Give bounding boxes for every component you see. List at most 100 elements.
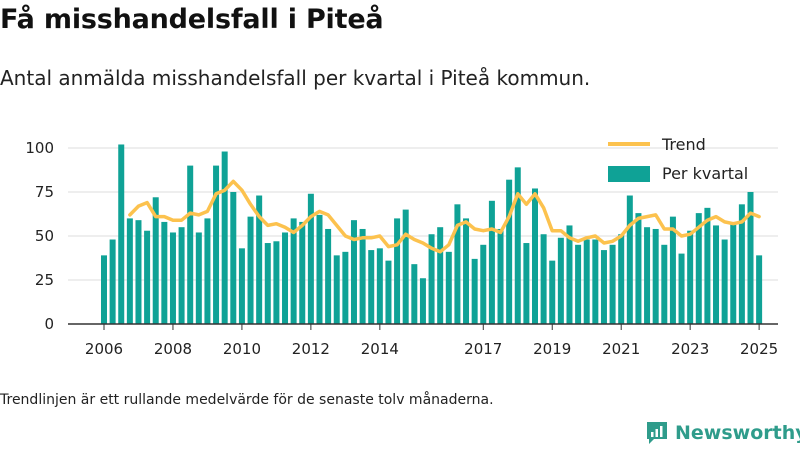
bar xyxy=(195,232,202,324)
bar xyxy=(600,250,607,324)
bar xyxy=(463,218,470,324)
bar xyxy=(678,253,685,324)
bar xyxy=(316,214,323,324)
bar xyxy=(713,225,720,324)
bar xyxy=(178,227,185,324)
x-tick-label: 2025 xyxy=(740,340,778,358)
chart-title: Få misshandelsfall i Piteå xyxy=(0,4,384,35)
bar xyxy=(471,258,478,324)
x-tick-label: 2008 xyxy=(154,340,192,358)
bar xyxy=(652,228,659,324)
bar xyxy=(290,218,297,324)
footnote: Trendlinjen är ett rullande medelvärde f… xyxy=(0,392,494,408)
bar xyxy=(669,216,676,324)
x-tick-label: 2014 xyxy=(361,340,399,358)
bar xyxy=(704,207,711,324)
bar xyxy=(101,255,107,324)
newsworthy-logo-icon xyxy=(647,422,667,444)
bar xyxy=(247,216,254,324)
bar xyxy=(488,200,495,324)
bar xyxy=(282,232,289,324)
bar xyxy=(523,243,530,324)
bar xyxy=(644,227,651,324)
y-tick-label: 25 xyxy=(35,271,54,289)
bar xyxy=(256,195,263,324)
bar xyxy=(506,179,513,324)
trend-series xyxy=(128,179,761,254)
legend-bar-label: Per kvartal xyxy=(662,164,748,183)
bar xyxy=(213,165,220,324)
bar xyxy=(549,260,556,324)
bar xyxy=(118,144,125,324)
x-tick-label: 2012 xyxy=(292,340,330,358)
trend-line xyxy=(128,179,761,254)
bar xyxy=(497,228,504,324)
bar xyxy=(454,204,461,324)
bar xyxy=(661,244,668,324)
legend: Trend Per kvartal xyxy=(608,135,748,183)
bar xyxy=(204,218,211,324)
x-axis: 2006 2008 2010 2012 2014 2017 2019 2021 2023 2025 xyxy=(68,323,778,358)
bar-series xyxy=(101,144,763,324)
bar xyxy=(368,250,375,324)
bar xyxy=(747,192,754,324)
bar xyxy=(273,241,280,324)
bar xyxy=(609,244,616,324)
x-tick-label: 2023 xyxy=(671,340,709,358)
bar xyxy=(514,167,521,324)
brand-name: Newsworthy xyxy=(675,422,800,444)
y-tick-label: 50 xyxy=(35,227,54,245)
bar xyxy=(169,232,176,324)
bar xyxy=(540,234,547,324)
brand: Newsworthy xyxy=(645,420,800,446)
x-tick-label: 2021 xyxy=(602,340,640,358)
bar xyxy=(221,151,228,324)
bar xyxy=(721,239,728,324)
bar xyxy=(445,251,452,324)
bar xyxy=(325,228,332,324)
x-tick-label: 2006 xyxy=(85,340,123,358)
bar xyxy=(187,165,194,324)
bar xyxy=(342,251,349,324)
bar xyxy=(592,239,599,324)
bar xyxy=(411,264,418,324)
bar xyxy=(238,248,245,324)
y-tick-label: 100 xyxy=(25,139,54,157)
x-tick-label: 2019 xyxy=(533,340,571,358)
bar xyxy=(419,278,426,324)
y-tick-label: 0 xyxy=(44,315,54,333)
legend-bar-swatch xyxy=(608,166,650,182)
bar xyxy=(350,220,357,324)
bar xyxy=(109,239,116,324)
bar xyxy=(394,218,401,324)
bar xyxy=(333,255,340,324)
bar xyxy=(532,188,538,324)
bar xyxy=(618,234,625,324)
chart-area: 2006 2008 2010 2012 2014 2017 2019 2021 2023 2025… xyxy=(25,135,778,358)
bar xyxy=(376,248,383,324)
x-tick-label: 2010 xyxy=(223,340,261,358)
bar xyxy=(437,227,444,324)
bar xyxy=(730,223,737,324)
bar xyxy=(756,255,763,324)
y-axis: 0 25 50 75 100 xyxy=(25,139,54,333)
bar xyxy=(126,218,133,324)
bar xyxy=(738,204,745,324)
bar xyxy=(583,239,590,324)
bar xyxy=(307,193,314,324)
bar xyxy=(161,221,168,324)
chart-subtitle: Antal anmälda misshandelsfall per kvarta… xyxy=(0,66,591,90)
bar xyxy=(402,209,409,324)
bar xyxy=(480,244,487,324)
bar xyxy=(385,260,392,324)
bar xyxy=(359,228,366,324)
bar xyxy=(575,244,582,324)
bar xyxy=(626,195,633,324)
bar xyxy=(264,243,271,324)
bar xyxy=(144,230,151,324)
bar xyxy=(152,197,159,324)
bar xyxy=(557,237,564,324)
bar xyxy=(135,220,142,324)
bar xyxy=(566,225,573,324)
bar xyxy=(687,230,694,324)
